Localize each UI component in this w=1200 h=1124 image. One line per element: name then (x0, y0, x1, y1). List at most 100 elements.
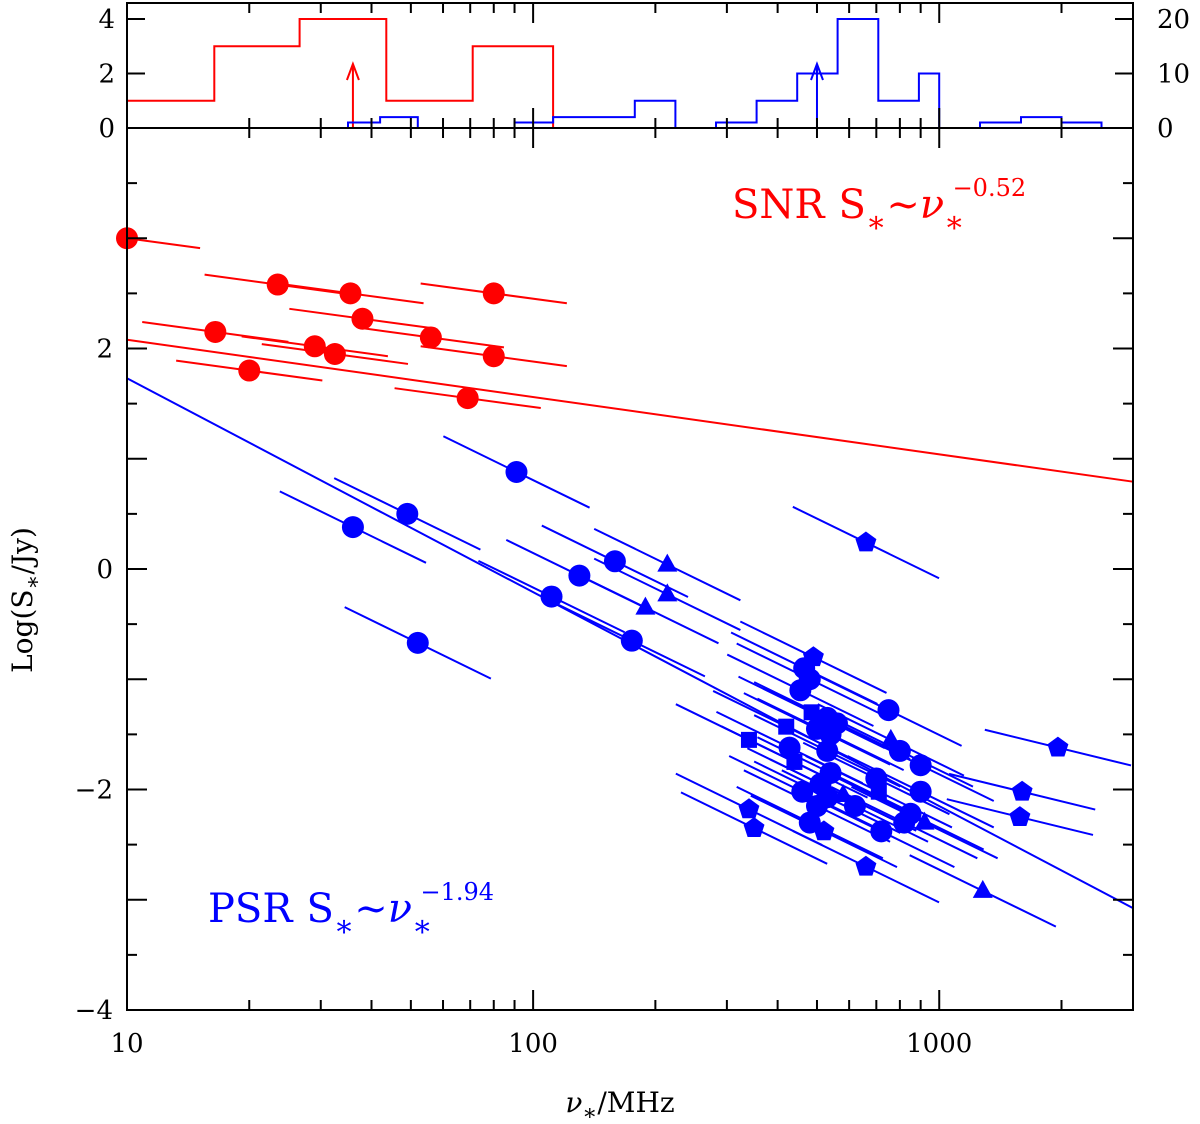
psr-point (803, 704, 820, 721)
psr-point (877, 699, 900, 722)
y-tick-label: −4 (75, 996, 113, 1026)
psr-point (1009, 806, 1031, 826)
psr-point (505, 460, 528, 483)
histogram-ticks: 0 2 4 0 10 20 (98, 5, 1190, 144)
psr-point (406, 631, 429, 654)
psr-point (341, 516, 364, 539)
psr-point (870, 783, 887, 800)
psr-point (396, 502, 419, 525)
snr-segment (126, 237, 201, 250)
psr-point (657, 583, 678, 602)
psr-point (813, 820, 835, 841)
snr-annotation-nu: ν (920, 182, 944, 228)
snr-histogram-steps (127, 18, 1133, 129)
psr-point (1011, 780, 1033, 801)
psr-point (743, 817, 765, 837)
psr-point (914, 811, 935, 830)
histogram-bars (127, 18, 1133, 129)
hist-left-tick-label: 4 (98, 5, 115, 35)
psr-point (972, 879, 993, 898)
psr-annotation-nu-sub: ∗ (412, 909, 432, 944)
psr-point (778, 718, 795, 735)
y-tick-label: −2 (75, 776, 113, 806)
y-axis-title-suffix: /Jy) (6, 527, 39, 574)
snr-annotation-nu-sub: ∗ (944, 205, 964, 240)
psr-point (855, 531, 877, 552)
psr-point (620, 629, 643, 652)
psr-point (880, 728, 901, 747)
psr-point (843, 795, 866, 818)
snr-point (456, 387, 479, 410)
histogram-frame (126, 2, 1134, 129)
snr-point (482, 345, 505, 368)
hist-left-tick-label: 2 (98, 60, 115, 90)
snr-point (482, 282, 505, 305)
psr-histogram-steps (127, 18, 1133, 129)
y-tick-label: 2 (96, 335, 113, 365)
psr-point (778, 736, 801, 759)
psr-annotation: PSR S∗∼ν∗−1.94 (208, 878, 494, 944)
y-tick-label: 0 (96, 555, 113, 585)
histogram-panel: 0 2 4 0 10 20 (98, 2, 1190, 144)
snr-point (351, 307, 374, 330)
hist-right-tick-label: 20 (1157, 5, 1190, 35)
snr-point (238, 359, 261, 382)
psr-point (909, 754, 932, 777)
psr-point (740, 731, 757, 748)
hist-left-tick-label: 0 (98, 114, 115, 144)
psr-point (805, 795, 828, 818)
snr-point (303, 335, 326, 358)
hist-right-tick-label: 0 (1157, 114, 1174, 144)
psr-annotation-nu: ν (388, 886, 412, 932)
snr-median-arrowhead (345, 61, 360, 81)
psr-point (738, 798, 760, 819)
x-tick-label: 1000 (906, 1029, 972, 1059)
snr-annotation-symbol: S (839, 182, 866, 228)
x-axis-title-suffix: /MHz (597, 1086, 674, 1119)
psr-point (568, 564, 591, 587)
psr-annotation-sub: ∗ (334, 909, 354, 944)
snr-annotation-exponent: −0.52 (953, 174, 1027, 202)
snr-point (323, 343, 346, 366)
hist-right-tick-label: 10 (1157, 60, 1190, 90)
psr-point (635, 596, 656, 615)
psr-point (789, 679, 812, 702)
psr-point (803, 646, 824, 667)
psr-point (786, 753, 803, 770)
spectral-index-segments (126, 237, 1132, 928)
psr-point (603, 550, 626, 573)
snr-annotation-sub: ∗ (866, 205, 886, 240)
snr-point (266, 273, 289, 296)
x-axis-title: ν∗/MHz (565, 1086, 674, 1124)
psr-annotation-symbol: S (306, 886, 333, 932)
x-tick-label: 10 (110, 1029, 143, 1059)
x-axis-title-sub: ∗ (582, 1101, 597, 1124)
x-tick-label: 100 (508, 1029, 558, 1059)
psr-point (540, 585, 563, 608)
snr-point (204, 320, 227, 343)
psr-point (1047, 736, 1069, 757)
psr-annotation-label: PSR (208, 886, 294, 932)
psr-point (819, 723, 842, 746)
snr-annotation-rel: ∼ (886, 182, 920, 228)
data-markers (116, 227, 1069, 898)
psr-annotation-exponent: −1.94 (420, 878, 494, 906)
main-plot-panel: 10 100 1000−4−202 SNR S∗∼ν∗−0.52 PSR S∗∼ν∗−1… (75, 3, 1134, 1059)
psr-point (657, 553, 678, 572)
y-axis-title: Log(S∗/Jy) (6, 527, 46, 673)
psr-point (855, 855, 877, 876)
snr-point (419, 326, 442, 349)
y-axis-title-sub: ∗ (21, 574, 46, 589)
psr-point (791, 780, 814, 803)
psr-point (909, 780, 932, 803)
psr-median-arrowhead (810, 61, 824, 81)
snr-fit-line (126, 338, 1134, 483)
x-axis-title-prefix: ν (565, 1086, 582, 1119)
psr-point (893, 811, 916, 834)
snr-annotation: SNR S∗∼ν∗−0.52 (732, 174, 1026, 240)
snr-point (339, 282, 362, 305)
snr-annotation-label: SNR (732, 182, 826, 228)
main-ticks: 10 100 1000 −4 −2 0 2 (75, 3, 1134, 1059)
psr-point (816, 739, 839, 762)
